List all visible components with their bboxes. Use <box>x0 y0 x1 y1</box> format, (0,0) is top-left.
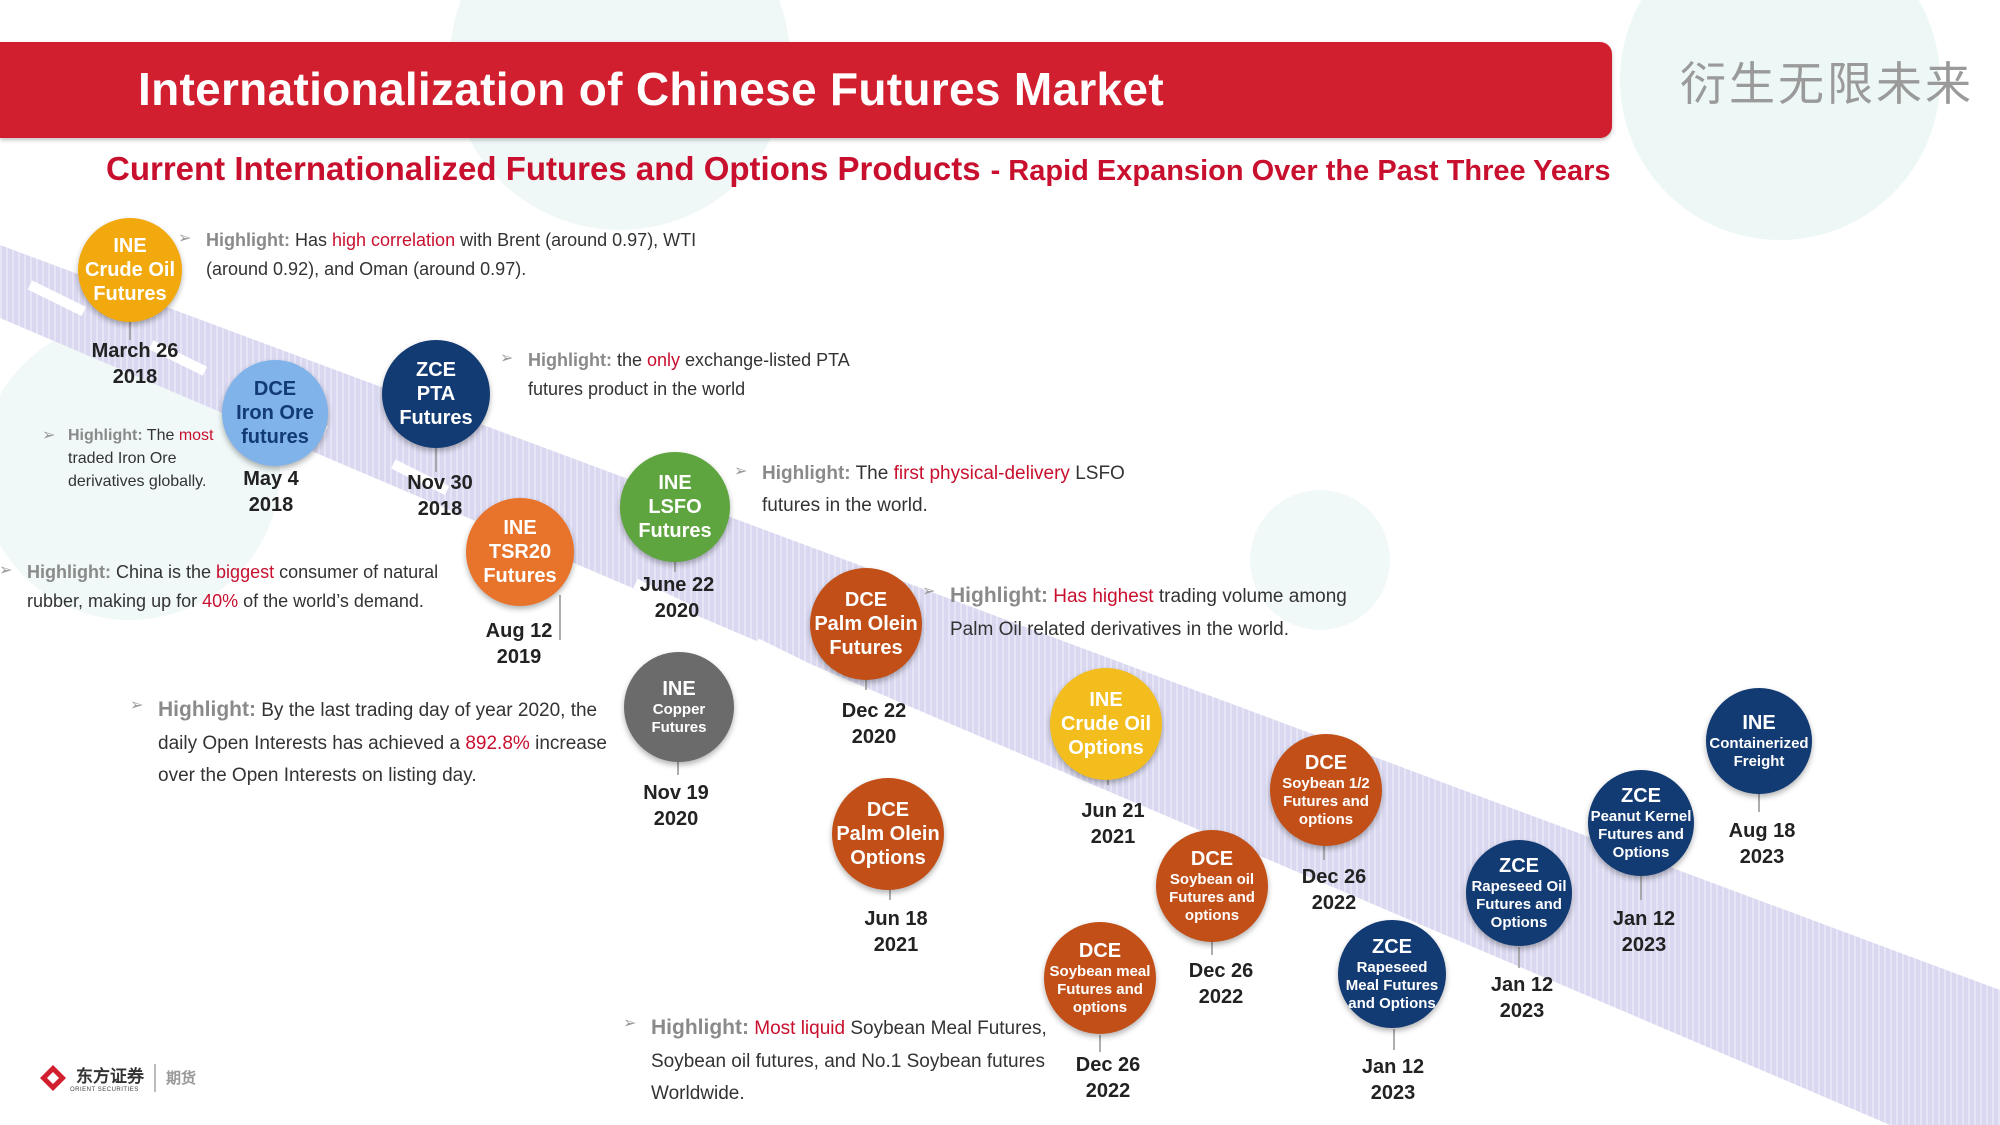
date-zce-pta-futures: Nov 30 2018 <box>407 472 473 521</box>
date-dce-palm-olein-futures: Dec 22 2020 <box>841 700 907 749</box>
highlight-arrow-icon: ➢ <box>922 583 936 600</box>
subtitle-sub: - Rapid Expansion Over the Past Three Ye… <box>990 155 1611 187</box>
highlight-rubber: ➢ Highlight: China is the biggest consum… <box>0 558 467 616</box>
date-ine-crude-oil-options: Jun 21 2021 <box>1081 800 1145 849</box>
node-dce-palm-olein-futures: DCE Palm Olein Futures <box>810 568 922 680</box>
company-logo: 东方证券 ORIENT SECURITIES 期货 <box>38 1062 196 1093</box>
date-dce-iron-ore-futures: May 4 2018 <box>243 468 299 517</box>
date-ine-tsr20-futures: Aug 12 2019 <box>485 620 553 669</box>
highlight-arrow-icon: ➢ <box>623 1015 637 1032</box>
logo-en-text: ORIENT SECURITIES <box>70 1087 139 1093</box>
node-zce-peanut-kernel: ZCE Peanut Kernel Futures and Options <box>1588 770 1694 876</box>
logo-tag: 期货 <box>166 1070 197 1087</box>
highlight-arrow-icon: ➢ <box>42 427 56 444</box>
highlight-lsfo: ➢ Highlight: The first physical-delivery… <box>734 458 1182 523</box>
highlight-arrow-icon: ➢ <box>734 463 748 480</box>
node-zce-rapeseed-meal: ZCE Rapeseed Meal Futures and Options <box>1338 920 1446 1028</box>
node-ine-copper-futures: INE Copper Futures <box>624 652 734 762</box>
date-zce-rapeseed-oil: Jan 12 2023 <box>1490 974 1554 1023</box>
bg-deco-circle-4 <box>1250 490 1390 630</box>
date-ine-containerized-freight: Aug 18 2023 <box>1728 820 1796 869</box>
highlight-arrow-icon: ➢ <box>0 562 13 579</box>
orient-logo-icon <box>40 1064 66 1091</box>
highlight-crude-oil: ➢ Highlight: Has high correlation with B… <box>178 226 766 284</box>
header-banner: Internationalization of Chinese Futures … <box>0 42 1612 138</box>
page-title: Internationalization of Chinese Futures … <box>138 63 1164 115</box>
highlight-copper: ➢ Highlight: By the last trading day of … <box>130 692 618 792</box>
date-dce-soybean-1-2: Dec 26 2022 <box>1301 866 1367 915</box>
highlight-arrow-icon: ➢ <box>178 230 192 247</box>
highlight-iron-ore: ➢ Highlight: The most traded Iron Ore de… <box>42 424 248 494</box>
highlight-palm-olein: ➢ Highlight: Has highest trading volume … <box>922 578 1370 646</box>
node-dce-soybean-1-2: DCE Soybean 1/2 Futures and options <box>1270 734 1382 846</box>
node-zce-rapeseed-oil: ZCE Rapeseed Oil Futures and Options <box>1466 840 1572 946</box>
node-dce-soybean-oil: DCE Soybean oil Futures and options <box>1156 830 1268 942</box>
highlight-soybean: ➢ Highlight: Most liquid Soybean Meal Fu… <box>623 1010 1071 1110</box>
slogan-text: 衍生无限未来 <box>1680 57 1974 111</box>
node-ine-crude-oil-options: INE Crude Oil Options <box>1050 668 1162 780</box>
date-zce-rapeseed-meal: Jan 12 2023 <box>1361 1056 1425 1105</box>
highlight-pta: ➢ Highlight: the only exchange-listed PT… <box>500 346 948 404</box>
node-ine-tsr20-futures: INE TSR20 Futures <box>466 498 574 606</box>
logo-cn-text: 东方证券 <box>76 1067 144 1086</box>
node-ine-containerized-freight: INE Containerized Freight <box>1706 688 1812 794</box>
date-dce-palm-olein-options: Jun 18 2021 <box>864 908 928 957</box>
node-zce-pta-futures: ZCE PTA Futures <box>382 340 490 448</box>
node-dce-iron-ore-futures: DCE Iron Ore futures <box>222 360 328 466</box>
subtitle-main: Current Internationalized Futures and Op… <box>106 150 981 187</box>
date-dce-soybean-meal: Dec 26 2022 <box>1075 1054 1141 1103</box>
logo-separator <box>154 1063 156 1092</box>
date-dce-soybean-oil: Dec 26 2022 <box>1188 960 1254 1009</box>
node-ine-crude-oil-futures: INE Crude Oil Futures <box>78 218 182 322</box>
date-ine-crude-oil-futures: March 26 2018 <box>91 340 179 389</box>
date-zce-peanut-kernel: Jan 12 2023 <box>1612 908 1676 957</box>
date-ine-lsfo-futures: June 22 2020 <box>639 574 715 623</box>
date-ine-copper-futures: Nov 19 2020 <box>643 782 709 831</box>
bg-deco-circle-1 <box>1620 0 1940 240</box>
section-subtitle: Current Internationalized Futures and Op… <box>106 150 1611 188</box>
node-ine-lsfo-futures: INE LSFO Futures <box>620 452 730 562</box>
node-dce-soybean-meal: DCE Soybean meal Futures and options <box>1044 922 1156 1034</box>
highlight-arrow-icon: ➢ <box>500 350 514 367</box>
highlight-arrow-icon: ➢ <box>130 697 144 714</box>
node-dce-palm-olein-options: DCE Palm Olein Options <box>832 778 944 890</box>
